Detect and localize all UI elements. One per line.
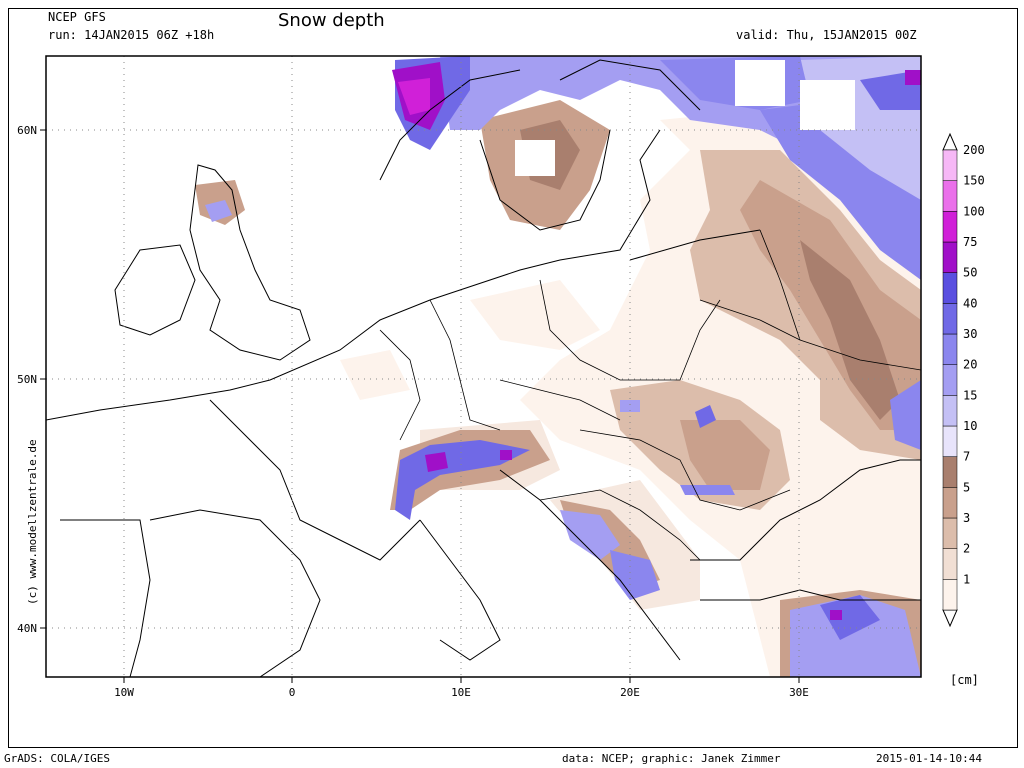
lon-tick-label: 0 (289, 686, 296, 699)
timestamp: 2015-01-14-10:44 (876, 752, 982, 765)
legend-label: 1 (963, 572, 970, 586)
lon-tick-label: 20E (620, 686, 640, 699)
legend-swatch (942, 211, 958, 243)
legend-arrow-bottom (942, 609, 958, 628)
legend-swatch (942, 548, 958, 580)
legend-label: 150 (963, 174, 985, 188)
legend-swatch (942, 241, 958, 273)
run-label: run: 14JAN2015 06Z +18h (48, 28, 215, 42)
legend-label: 50 (963, 266, 977, 280)
legend-label: 30 (963, 327, 977, 341)
legend-label: 200 (963, 143, 985, 157)
watermark-text: (c) www.modellzentrale.de (26, 439, 39, 605)
legend-swatch (942, 456, 958, 488)
legend-label: 10 (963, 419, 977, 433)
figure-frame (8, 8, 1018, 748)
color-legend: 1 2 3 5 7 10 15 20 30 40 50 75 100 150 200 (942, 132, 985, 628)
legend-label: 7 (963, 450, 970, 464)
lat-tick-label: 40N (17, 622, 37, 635)
legend-arrow-top (942, 132, 958, 151)
map-field (46, 56, 921, 677)
legend-label: 2 (963, 542, 970, 556)
legend-swatch (942, 395, 958, 427)
legend-label: 75 (963, 235, 977, 249)
legend-swatch (942, 272, 958, 304)
legend-swatch (942, 425, 958, 457)
axis-labels: 10W 0 10E 20E 30E 60N 50N 40N (17, 124, 809, 699)
legend-label: 3 (963, 511, 970, 525)
lat-tick-label: 50N (17, 373, 37, 386)
axis-ticks (40, 129, 800, 683)
lon-tick-label: 30E (789, 686, 809, 699)
data-credit: data: NCEP; graphic: Janek Zimmer (562, 752, 781, 765)
legend-swatch (942, 579, 958, 611)
legend-label: 20 (963, 358, 977, 372)
legend-swatch (942, 364, 958, 396)
legend-swatch (942, 180, 958, 212)
legend-label: 40 (963, 296, 977, 310)
lon-tick-label: 10E (451, 686, 471, 699)
legend-swatch (942, 517, 958, 549)
data-gaps (515, 60, 855, 176)
legend-unit: [cm] (950, 673, 979, 687)
legend-swatch (942, 333, 958, 365)
map-border (45, 55, 922, 678)
lon-tick-label: 10W (114, 686, 134, 699)
legend-swatch (942, 487, 958, 519)
legend-label: 100 (963, 204, 985, 218)
valid-label: valid: Thu, 15JAN2015 00Z (736, 28, 917, 42)
model-label: NCEP GFS (48, 10, 106, 24)
legend-swatch (942, 303, 958, 335)
legend-swatch (942, 149, 958, 181)
map-title: Snow depth (278, 10, 385, 31)
legend-label: 5 (963, 480, 970, 494)
lat-tick-label: 60N (17, 124, 37, 137)
country-borders (379, 229, 921, 561)
legend-label: 15 (963, 388, 977, 402)
grads-credit: GrADS: COLA/IGES (4, 752, 110, 765)
